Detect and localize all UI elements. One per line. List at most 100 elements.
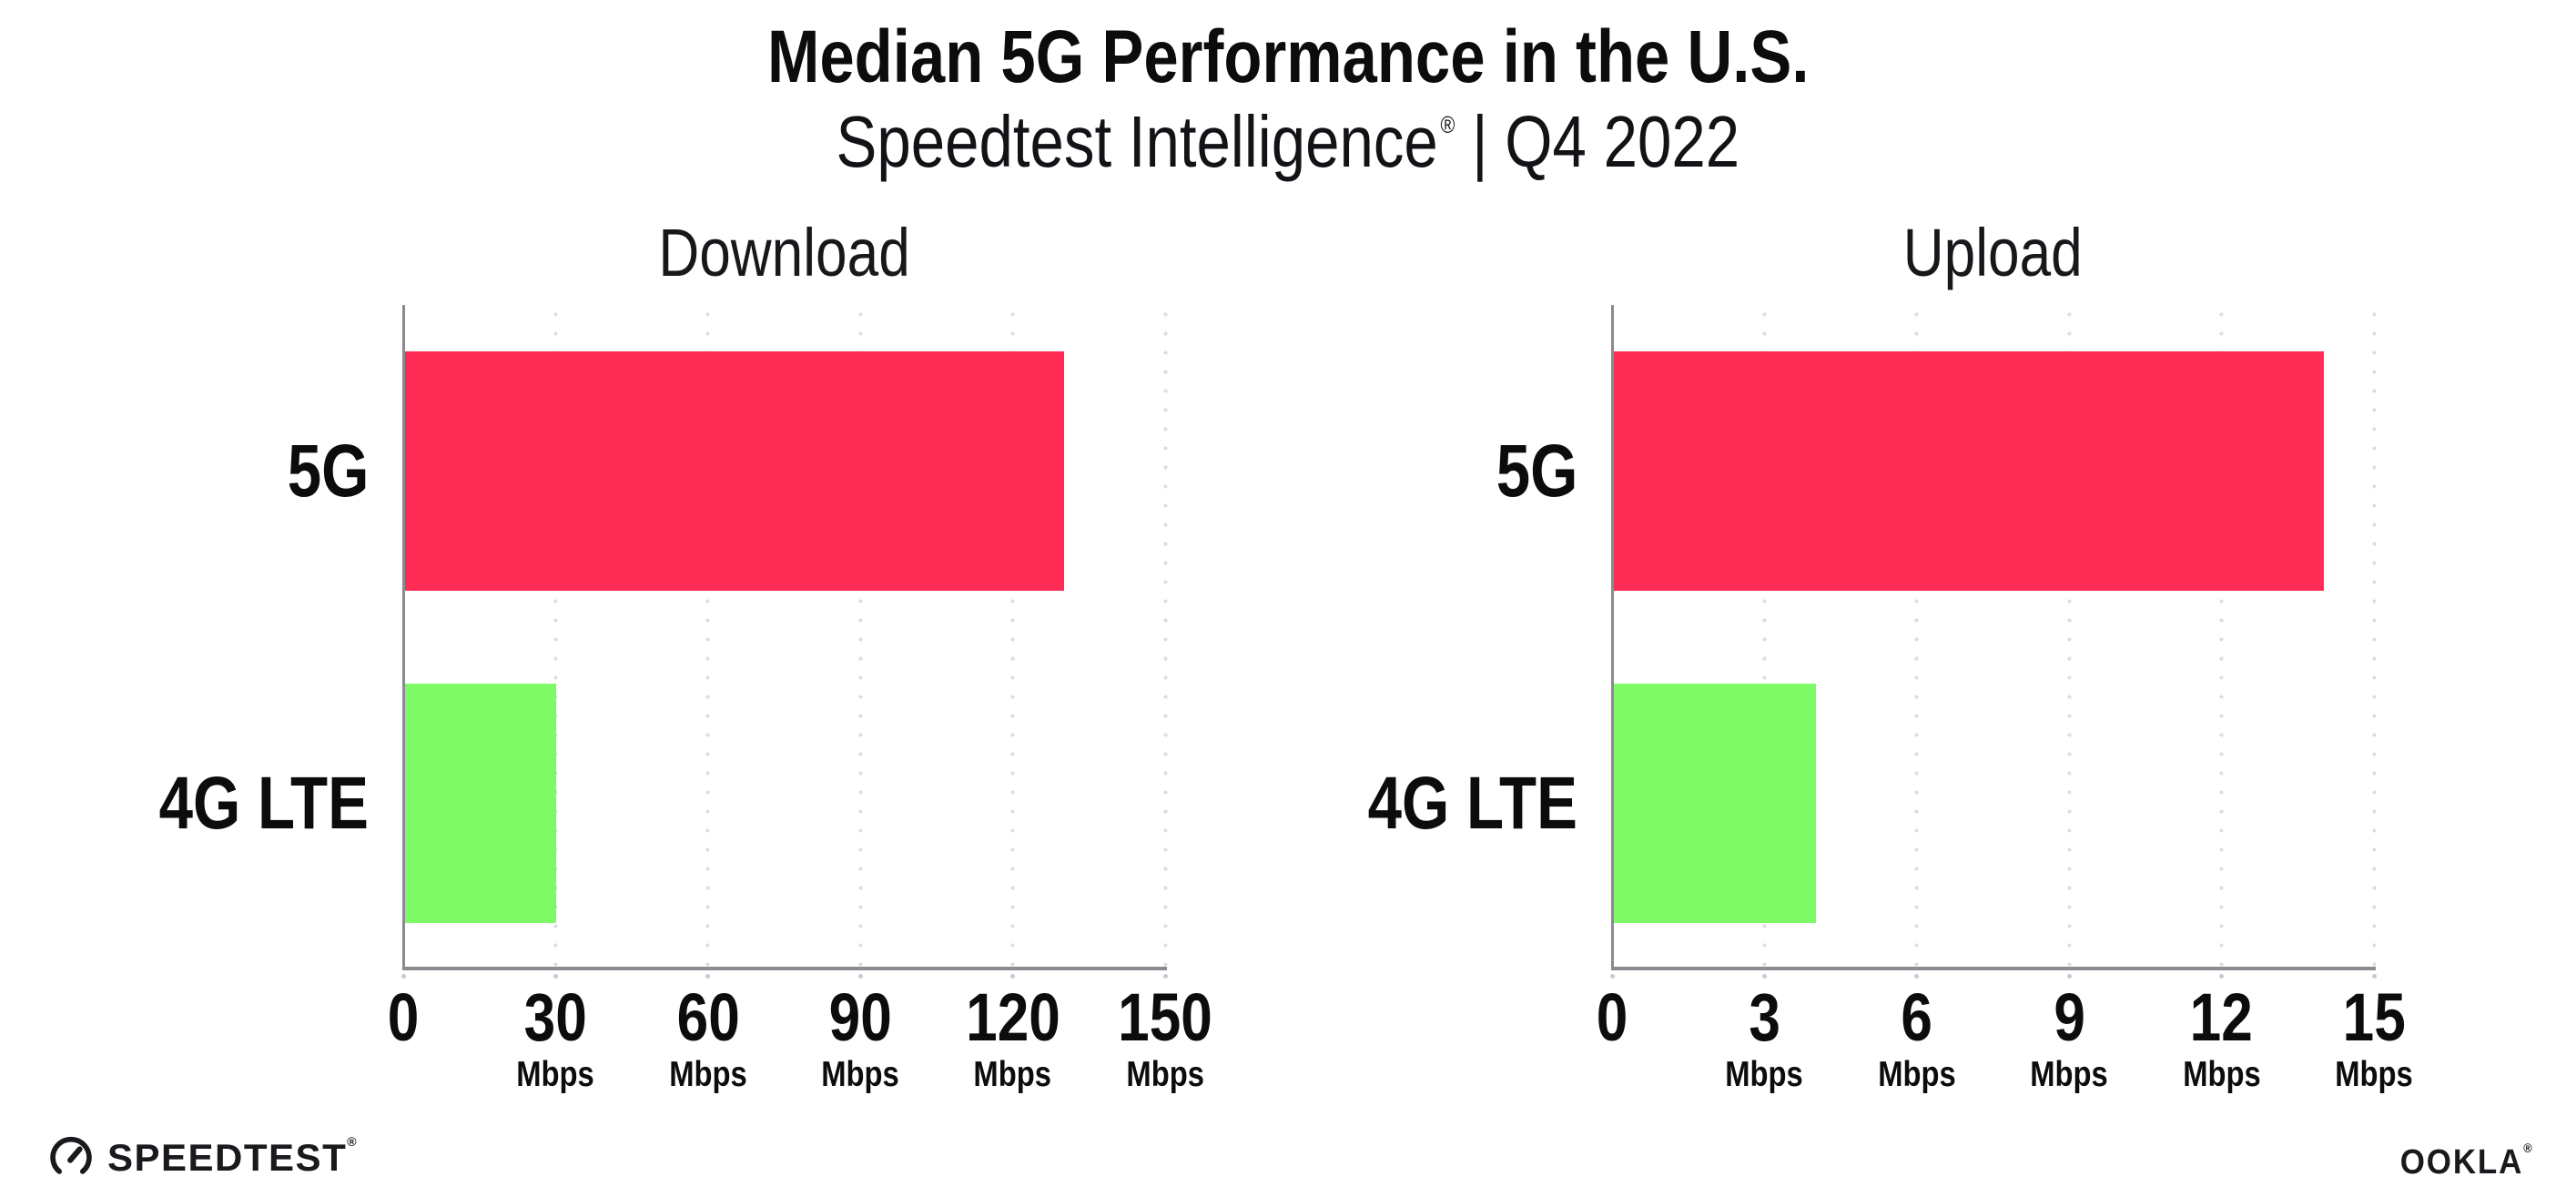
tick-value: 12 (2175, 984, 2268, 1051)
y-axis-label-text: 5G (287, 429, 369, 512)
chart-title: Upload (1612, 219, 2374, 287)
bar-4g-lte (404, 684, 557, 923)
upload-chart: Upload 0 3 Mbps 6 Mbps 9 Mbps 12 Mbps 15 Mbps 5G 4G … (1368, 219, 2413, 1093)
ookla-wordmark: OOKLA® (2400, 1141, 2534, 1182)
x-axis-tick-120: 120 Mbps (957, 979, 1069, 1093)
tick-unit: Mbps (509, 1057, 602, 1092)
tick-unit: Mbps (662, 1057, 755, 1092)
x-axis-tick-6: 6 Mbps (1871, 984, 1963, 1093)
axis-tick-mark (1609, 974, 1615, 979)
tick-value: 9 (2023, 984, 2115, 1051)
axis-tick-mark (705, 974, 711, 979)
bar-5g (404, 351, 1065, 591)
tick-unit-text: Mbps (1126, 1055, 1204, 1094)
y-axis-label-text: 4G LTE (1367, 761, 1577, 845)
x-axis-tick-15: 15 Mbps (2328, 984, 2420, 1093)
tick-value: 0 (384, 984, 421, 1051)
tick-value: 60 (662, 984, 755, 1051)
tick-value-text: 0 (1596, 979, 1628, 1055)
tick-value-text: 90 (828, 979, 892, 1055)
x-axis-tick-3: 3 Mbps (1718, 984, 1810, 1093)
tick-unit: Mbps (957, 1057, 1069, 1092)
tick-unit-text: Mbps (973, 1055, 1052, 1094)
chart-title: Download (403, 219, 1165, 287)
axis-tick-mark (2371, 974, 2377, 979)
page-subtitle: Speedtest Intelligence ® | Q4 2022 (0, 102, 2576, 182)
tick-unit-text: Mbps (2335, 1055, 2413, 1094)
axis-tick-mark (1914, 974, 1920, 979)
tick-unit: Mbps (2175, 1057, 2268, 1092)
gridline-60 (705, 305, 711, 969)
speedtest-logo: SPEEDTEST® (47, 1134, 358, 1182)
gridline-90 (857, 305, 863, 969)
x-axis-tick-0: 0 (1593, 984, 1630, 1051)
subtitle-brand: Speedtest Intelligence (836, 101, 1439, 182)
axis-tick-mark (857, 974, 863, 979)
y-axis-label-5g: 5G (1478, 429, 1577, 512)
tick-unit-text: Mbps (2030, 1055, 2108, 1094)
axis-tick-mark (2219, 974, 2225, 979)
y-axis-label-text: 5G (1496, 429, 1577, 512)
axis-tick-mark (553, 974, 558, 979)
page-subtitle-text: Speedtest Intelligence ® | Q4 2022 (837, 102, 1740, 182)
bar-4g-lte (1613, 684, 1817, 923)
tick-unit: Mbps (2023, 1057, 2115, 1092)
x-axis-tick-30: 30 Mbps (509, 984, 602, 1093)
speedtest-wordmark: SPEEDTEST® (107, 1135, 358, 1179)
x-axis-tick-90: 90 Mbps (814, 984, 907, 1093)
y-axis-label-4g-lte: 4G LTE (113, 766, 369, 841)
x-axis-tick-60: 60 Mbps (662, 984, 755, 1093)
x-axis-tick-12: 12 Mbps (2175, 984, 2268, 1093)
gridline-6 (1914, 305, 1920, 969)
x-axis-tick-9: 9 Mbps (2023, 984, 2115, 1093)
axis-tick-mark (2066, 974, 2072, 979)
y-axis-label-text: 4G LTE (158, 761, 369, 845)
tick-value-text: 60 (676, 979, 740, 1055)
page-title: Median 5G Performance in the U.S. (0, 15, 2576, 98)
tick-unit: Mbps (1718, 1057, 1810, 1092)
speedtest-wordmark-text: SPEEDTEST (107, 1136, 348, 1179)
tick-unit-text: Mbps (1725, 1055, 1804, 1094)
tick-unit: Mbps (1109, 1057, 1221, 1092)
ookla-logo: OOKLA® (2388, 1141, 2534, 1182)
tick-unit-text: Mbps (516, 1055, 595, 1094)
tick-unit-text: Mbps (669, 1055, 747, 1094)
chart-title-text: Download (658, 215, 910, 290)
tick-value: 30 (509, 984, 602, 1051)
gridline-150 (1162, 305, 1168, 969)
y-axis-label-4g-lte: 4G LTE (1322, 766, 1577, 841)
y-axis-label-5g: 5G (269, 429, 369, 512)
tick-value: 0 (1593, 984, 1630, 1051)
tick-unit: Mbps (814, 1057, 907, 1092)
tick-value: 90 (814, 984, 907, 1051)
tick-value: 3 (1718, 984, 1810, 1051)
tick-value-text: 3 (1749, 979, 1780, 1055)
tick-value-text: 120 (965, 979, 1060, 1055)
upload-plot-area (1609, 305, 2377, 979)
registered-trademark-symbol: ® (1440, 113, 1455, 139)
gridline-15 (2371, 305, 2377, 969)
ookla-wordmark-text: OOKLA (2400, 1143, 2524, 1182)
tick-value: 15 (2328, 984, 2420, 1051)
registered-trademark-symbol: ® (347, 1134, 359, 1149)
tick-unit: Mbps (1871, 1057, 1963, 1092)
registered-trademark-symbol: ® (2523, 1141, 2534, 1155)
axis-tick-mark (1010, 974, 1016, 979)
gridline-9 (2066, 305, 2072, 969)
tick-value-text: 9 (2053, 979, 2085, 1055)
tick-value-text: 15 (2342, 979, 2406, 1055)
axis-tick-mark (1761, 974, 1767, 979)
page-title-text: Median 5G Performance in the U.S. (766, 15, 1810, 98)
axis-tick-mark (401, 974, 406, 979)
gridline-120 (1010, 305, 1016, 969)
tick-value: 150 (1109, 984, 1221, 1051)
tick-unit: Mbps (2328, 1057, 2420, 1092)
axis-tick-mark (1162, 974, 1168, 979)
gridline-30 (553, 305, 558, 969)
x-axis-tick-150: 150 Mbps (1109, 984, 1221, 1093)
tick-value-text: 150 (1118, 979, 1212, 1055)
tick-value: 6 (1871, 984, 1963, 1051)
tick-value-text: 0 (387, 979, 420, 1055)
tick-unit-text: Mbps (2182, 1055, 2261, 1094)
gridline-12 (2219, 305, 2225, 969)
